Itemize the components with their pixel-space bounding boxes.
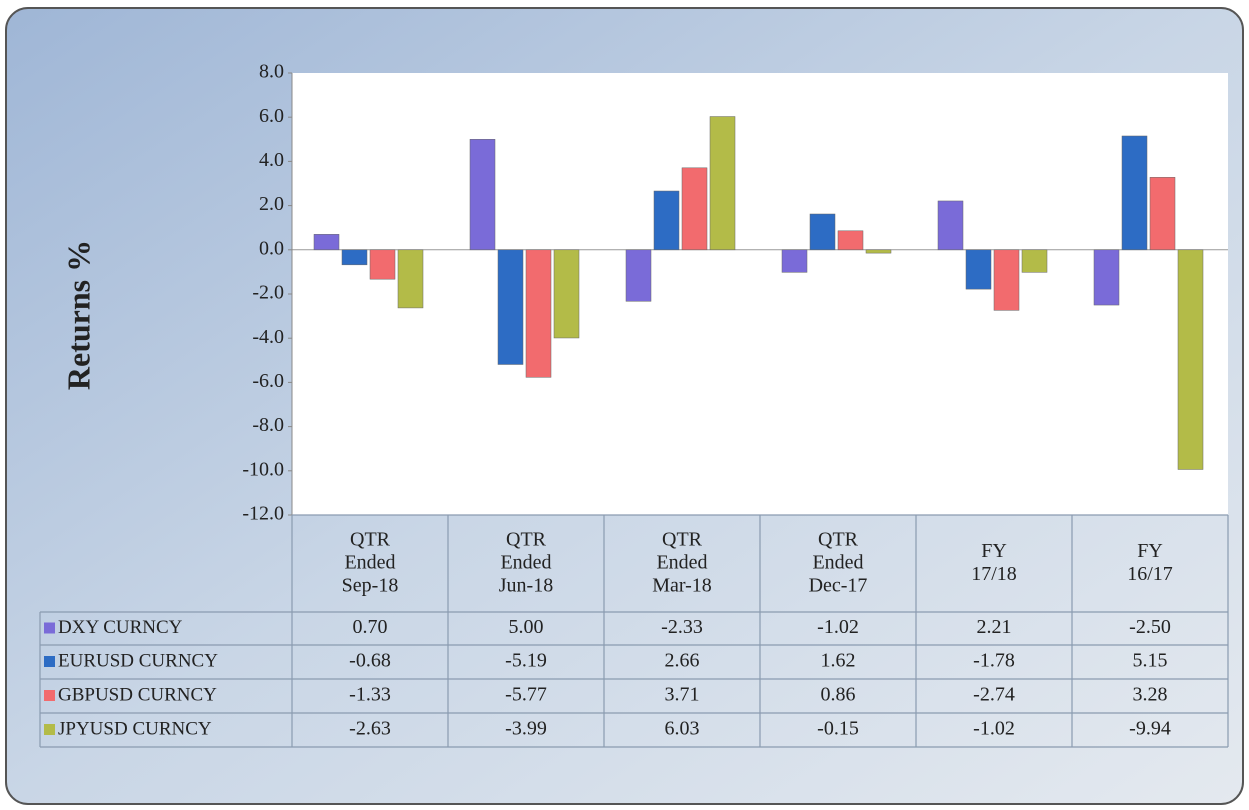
bar xyxy=(369,249,396,280)
table-value: -0.15 xyxy=(817,718,859,740)
bar xyxy=(993,249,1020,311)
table-value: 0.70 xyxy=(353,616,388,638)
y-tick-label: 4.0 xyxy=(259,149,284,171)
table-value: -2.50 xyxy=(1129,616,1171,638)
bar xyxy=(865,249,892,254)
y-axis-label: Returns % xyxy=(60,240,96,390)
y-tick-label: -8.0 xyxy=(252,414,284,436)
bar xyxy=(837,230,864,251)
legend-key xyxy=(44,724,55,735)
bar xyxy=(709,116,736,251)
table-value: 2.21 xyxy=(977,616,1012,638)
bar xyxy=(653,190,680,251)
label-line: FY xyxy=(1137,540,1163,562)
label-line: QTR xyxy=(662,528,703,550)
label-line: FY xyxy=(981,540,1007,562)
table-value: -1.02 xyxy=(817,616,859,638)
label-line: Mar-18 xyxy=(652,574,712,596)
bar xyxy=(781,249,808,273)
bar xyxy=(497,249,524,365)
table-value: 3.71 xyxy=(665,684,700,706)
table-value: 0.86 xyxy=(821,684,856,706)
label-line: QTR xyxy=(506,528,547,550)
table-value: 5.00 xyxy=(509,616,544,638)
bar xyxy=(1121,135,1148,251)
label-line: Ended xyxy=(344,551,395,573)
bar xyxy=(397,249,424,309)
y-tick-label: -2.0 xyxy=(252,282,284,304)
y-tick-label: -10.0 xyxy=(242,458,284,480)
table-value: -1.33 xyxy=(349,684,391,706)
bar xyxy=(681,167,708,251)
legend-key xyxy=(44,656,55,667)
legend-label: GBPUSD CURNCY xyxy=(58,684,217,705)
legend-label: JPYUSD CURNCY xyxy=(58,718,212,739)
label-line: Ended xyxy=(812,551,863,573)
label-line: Jun-18 xyxy=(499,574,553,596)
bar xyxy=(937,200,964,251)
table-value: -5.19 xyxy=(505,650,547,672)
table-value: 2.66 xyxy=(665,650,700,672)
bar xyxy=(625,249,652,302)
bar xyxy=(525,249,552,378)
x-category-label: QTR Ended Jun-18 xyxy=(499,528,553,596)
label-line: QTR xyxy=(350,528,391,550)
y-tick-label: 2.0 xyxy=(259,193,284,215)
bar xyxy=(809,213,836,251)
x-category-label: FY 17/18 xyxy=(971,540,1017,585)
label-line: QTR xyxy=(818,528,859,550)
table-value: -2.63 xyxy=(349,718,391,740)
x-category-label: QTR Ended Sep-18 xyxy=(342,528,399,596)
bar xyxy=(1093,249,1120,306)
y-tick-label: 6.0 xyxy=(259,105,284,127)
table-value: 3.28 xyxy=(1133,684,1168,706)
label-line: Ended xyxy=(656,551,707,573)
table-value: -1.78 xyxy=(973,650,1015,672)
table-value: -1.02 xyxy=(973,718,1015,740)
bar xyxy=(1021,249,1048,273)
label-line: Ended xyxy=(500,551,551,573)
table-value: -2.33 xyxy=(661,616,703,638)
bar xyxy=(553,249,580,339)
legend-key xyxy=(44,690,55,701)
table-value: -0.68 xyxy=(349,650,391,672)
table-value: -2.74 xyxy=(973,684,1015,706)
table-value: 1.62 xyxy=(821,650,856,672)
table-value: -3.99 xyxy=(505,718,547,740)
bar xyxy=(341,249,368,266)
bar xyxy=(1177,249,1204,470)
bar xyxy=(313,234,340,251)
table-value: -9.94 xyxy=(1129,718,1171,740)
bar xyxy=(469,139,496,251)
table-value: -5.77 xyxy=(505,684,547,706)
legend-label: DXY CURNCY xyxy=(58,617,183,638)
bar xyxy=(1149,177,1176,251)
bar xyxy=(965,249,992,290)
x-category-label: QTR Ended Mar-18 xyxy=(652,528,712,596)
x-category-label: QTR Ended Dec-17 xyxy=(809,528,868,596)
label-line: 16/17 xyxy=(1127,563,1173,585)
label-line: Sep-18 xyxy=(342,574,399,596)
label-line: 17/18 xyxy=(971,563,1017,585)
label-line: Dec-17 xyxy=(809,574,868,596)
plot-area xyxy=(292,73,1228,515)
y-tick-label: -12.0 xyxy=(242,503,284,525)
x-category-label: FY 16/17 xyxy=(1127,540,1173,585)
y-tick-label: 0.0 xyxy=(259,237,284,259)
y-tick-label: -6.0 xyxy=(252,370,284,392)
y-tick-label: 8.0 xyxy=(259,61,284,83)
y-tick-label: -4.0 xyxy=(252,326,284,348)
legend-label: EURUSD CURNCY xyxy=(58,650,218,671)
table-value: 5.15 xyxy=(1133,650,1168,672)
legend-key xyxy=(44,622,55,634)
table-value: 6.03 xyxy=(665,718,700,740)
